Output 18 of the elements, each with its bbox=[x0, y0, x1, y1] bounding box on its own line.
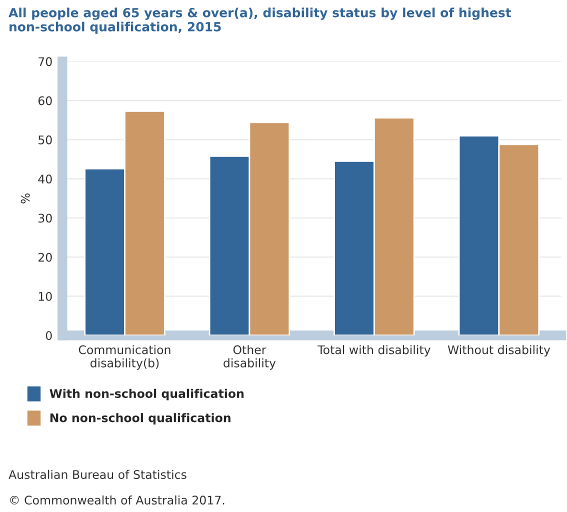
y-tick-label: 50 bbox=[38, 135, 52, 144]
y-axis-title: % bbox=[20, 193, 30, 204]
y-tick-label: 60 bbox=[38, 96, 52, 106]
y-tick-label: 30 bbox=[38, 214, 52, 223]
text: © Commonwealth of Australia 2017. bbox=[10, 495, 224, 505]
x-tick-label: Communication disability(b) bbox=[78, 345, 170, 370]
y-tick-label: 0 bbox=[46, 331, 52, 340]
x-tick-label: Total with disability bbox=[318, 345, 430, 357]
x-tick-label: Other disability bbox=[224, 345, 276, 370]
y-tick-label: 70 bbox=[38, 57, 52, 66]
y-tick-label: 40 bbox=[38, 174, 52, 184]
chart-title: All people aged 65 years & over(a), disability status by level of highest non-school qualification, 2015 bbox=[8, 8, 512, 34]
text: Australian Bureau of Statistics bbox=[8, 470, 186, 479]
y-tick-label: 10 bbox=[38, 292, 52, 301]
legend-label: With non-school qualification bbox=[50, 388, 244, 400]
legend-label: No non-school qualification bbox=[50, 413, 230, 425]
y-tick-label: 20 bbox=[38, 252, 52, 262]
x-tick-label: Without disability bbox=[448, 345, 550, 357]
